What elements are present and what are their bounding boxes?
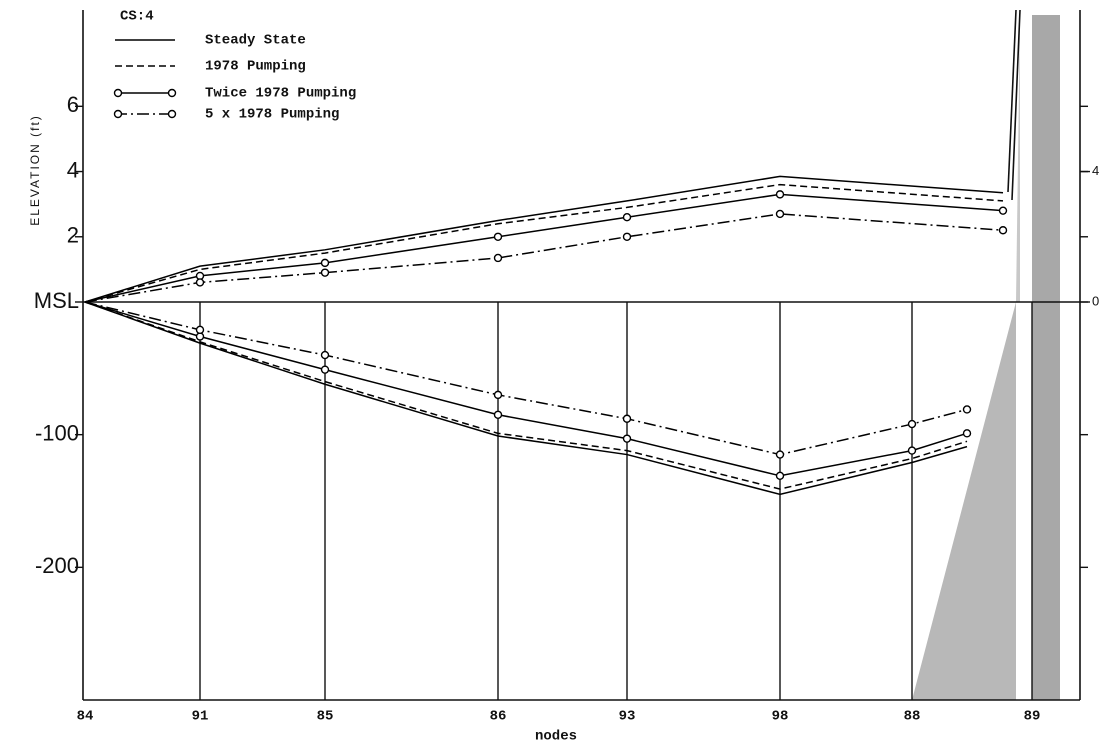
- shaded-zone: [912, 302, 1016, 700]
- series-marker: [775, 450, 785, 459]
- legend-title: CS:4: [120, 9, 154, 25]
- series-marker: [622, 434, 632, 443]
- x-axis-label: nodes: [535, 729, 577, 745]
- series-marker: [320, 365, 330, 374]
- legend-marker: [113, 109, 123, 119]
- series-line: [84, 175, 1004, 303]
- series-marker: [962, 405, 972, 414]
- y2-tick-label: 4: [1092, 163, 1099, 178]
- legend-marker: [113, 88, 123, 98]
- series-marker: [907, 419, 917, 429]
- series-marker: [907, 446, 917, 455]
- boundary-line: [1011, 9, 1021, 201]
- x-tick-label: 88: [904, 709, 921, 725]
- series-line: [84, 301, 968, 456]
- x-tick-label: 86: [490, 709, 507, 725]
- legend-label: 5 x 1978 Pumping: [205, 107, 339, 123]
- series-marker: [775, 471, 785, 480]
- legend-label: Steady State: [205, 33, 306, 49]
- legend-marker: [167, 88, 177, 98]
- series-marker: [775, 209, 785, 219]
- y-tick-label: 2: [67, 223, 79, 248]
- series-marker: [622, 232, 632, 241]
- x-tick-label: 85: [317, 709, 334, 725]
- series-line: [84, 193, 1004, 303]
- series-marker: [320, 258, 330, 268]
- shaded-zone: [1032, 15, 1060, 700]
- y2-tick-label: 0: [1092, 293, 1099, 308]
- series-marker: [622, 213, 632, 222]
- y-tick-label: MSL: [34, 288, 79, 313]
- series-marker: [493, 253, 503, 263]
- series-marker: [998, 206, 1008, 215]
- series-marker: [622, 414, 632, 423]
- series-marker: [195, 325, 205, 335]
- y-tick-label: 6: [67, 92, 79, 117]
- shaded-zone: [1016, 15, 1020, 302]
- series-marker: [320, 350, 330, 360]
- legend-marker: [167, 109, 177, 119]
- x-tick-label: 89: [1024, 709, 1041, 725]
- series-line: [84, 213, 1004, 303]
- series-marker: [493, 390, 503, 400]
- series-marker: [493, 232, 503, 241]
- series-line: [84, 301, 968, 490]
- y-tick-label: 4: [67, 157, 79, 182]
- y-tick-label: -100: [35, 420, 79, 445]
- x-tick-label: 84: [77, 709, 94, 725]
- x-tick-label: 93: [619, 709, 636, 725]
- legend-label: Twice 1978 Pumping: [205, 86, 356, 102]
- y-axis-label: ELEVATION (ft): [28, 114, 42, 226]
- x-tick-label: 98: [772, 709, 789, 725]
- series-marker: [195, 278, 205, 287]
- series-line: [84, 183, 1004, 303]
- series-marker: [962, 429, 972, 438]
- boundary-line: [1007, 9, 1017, 193]
- legend-label: 1978 Pumping: [205, 59, 306, 75]
- series-marker: [320, 268, 330, 277]
- series-line: [84, 301, 968, 477]
- series-marker: [493, 410, 503, 419]
- series-marker: [998, 226, 1008, 235]
- x-tick-label: 91: [192, 709, 209, 725]
- series-line: [84, 301, 968, 496]
- y-tick-label: -200: [35, 553, 79, 578]
- series-marker: [775, 190, 785, 199]
